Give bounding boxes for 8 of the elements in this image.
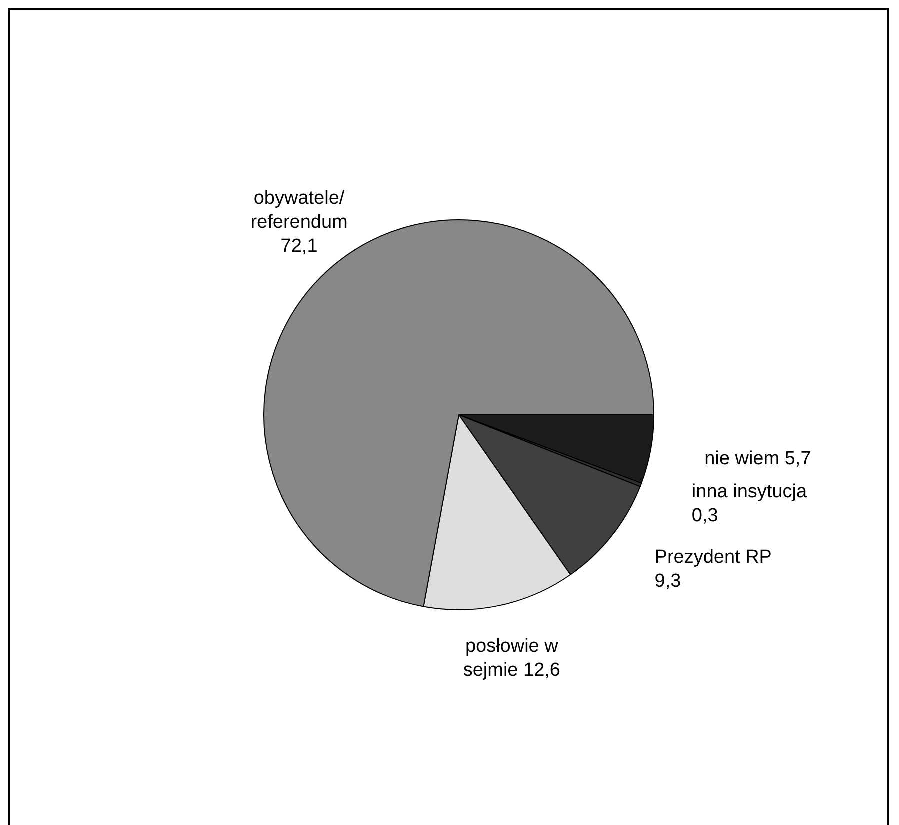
slice-label: Prezydent RP <box>654 546 772 568</box>
slice-label: inna insytucja <box>692 482 808 503</box>
slice-label: posłowie w sejmie 12,6 <box>463 636 561 681</box>
slice-label: nie wiem 5,7 <box>704 448 812 470</box>
data-label: 0,3 <box>692 506 718 527</box>
slice-label: obywatele/ referendum <box>250 188 348 234</box>
data-label: 72,1 <box>280 236 318 258</box>
data-label: 9,3 <box>654 570 682 592</box>
